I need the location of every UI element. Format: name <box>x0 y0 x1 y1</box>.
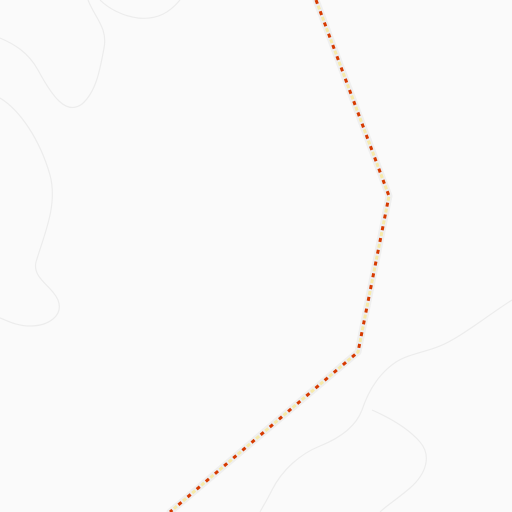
map-tile[interactable] <box>0 0 512 512</box>
map-canvas[interactable] <box>0 0 512 512</box>
